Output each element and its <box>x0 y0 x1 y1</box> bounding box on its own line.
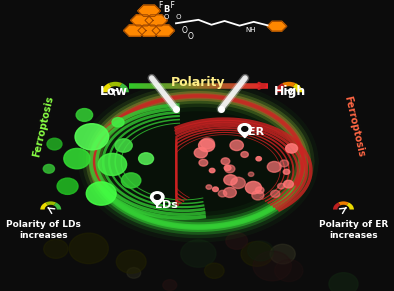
Circle shape <box>226 233 247 249</box>
Circle shape <box>267 162 281 172</box>
Wedge shape <box>333 203 340 210</box>
Circle shape <box>242 127 248 131</box>
Circle shape <box>115 139 132 152</box>
Polygon shape <box>240 133 250 138</box>
Circle shape <box>230 140 243 150</box>
Polygon shape <box>152 201 162 206</box>
Text: Polarity of LDs
increases: Polarity of LDs increases <box>6 220 81 239</box>
Text: B: B <box>164 5 170 14</box>
Circle shape <box>277 183 285 189</box>
Wedge shape <box>109 82 122 87</box>
Wedge shape <box>346 203 354 210</box>
Circle shape <box>231 177 245 189</box>
Circle shape <box>181 240 216 267</box>
Circle shape <box>43 164 54 173</box>
Wedge shape <box>45 201 56 205</box>
Text: Low: Low <box>100 85 128 98</box>
Text: Ferroptosis: Ferroptosis <box>32 95 55 158</box>
Circle shape <box>255 187 264 194</box>
Text: Polarity: Polarity <box>171 77 226 89</box>
Circle shape <box>44 239 68 258</box>
Circle shape <box>121 173 141 188</box>
Polygon shape <box>138 5 160 16</box>
Circle shape <box>199 139 215 152</box>
Circle shape <box>194 148 207 158</box>
Circle shape <box>139 153 154 164</box>
Polygon shape <box>152 25 175 36</box>
Circle shape <box>329 273 358 291</box>
Polygon shape <box>131 15 153 26</box>
Polygon shape <box>267 21 286 31</box>
Circle shape <box>224 175 237 185</box>
Circle shape <box>283 169 290 174</box>
Circle shape <box>116 250 146 273</box>
Wedge shape <box>54 203 61 210</box>
Text: LDs: LDs <box>155 200 178 210</box>
Text: ER: ER <box>248 127 264 136</box>
Circle shape <box>206 185 212 189</box>
Text: Ferroptosis: Ferroptosis <box>342 95 366 158</box>
Circle shape <box>47 138 62 150</box>
Circle shape <box>112 118 124 127</box>
Circle shape <box>204 263 224 278</box>
Text: High: High <box>274 85 306 98</box>
Circle shape <box>248 172 254 176</box>
Circle shape <box>247 241 273 261</box>
Circle shape <box>57 178 78 194</box>
Circle shape <box>223 187 236 198</box>
Circle shape <box>241 152 248 157</box>
Polygon shape <box>93 96 303 227</box>
Text: Polarity of ER
increases: Polarity of ER increases <box>319 220 388 239</box>
Polygon shape <box>145 15 167 26</box>
Circle shape <box>86 182 116 205</box>
Circle shape <box>69 233 108 264</box>
Circle shape <box>98 153 126 175</box>
Circle shape <box>76 109 93 121</box>
Polygon shape <box>138 25 160 36</box>
Circle shape <box>151 192 164 202</box>
Circle shape <box>280 160 289 167</box>
Circle shape <box>163 280 177 290</box>
Text: F   F: F F <box>159 1 175 10</box>
Wedge shape <box>338 201 349 205</box>
Circle shape <box>209 168 215 173</box>
Circle shape <box>284 180 294 188</box>
Wedge shape <box>282 82 296 87</box>
Circle shape <box>275 260 303 282</box>
Circle shape <box>212 187 218 191</box>
Wedge shape <box>40 203 48 210</box>
Circle shape <box>225 165 235 173</box>
Circle shape <box>270 244 295 264</box>
Wedge shape <box>119 83 129 92</box>
Circle shape <box>245 181 262 194</box>
Text: NH: NH <box>245 27 256 33</box>
Text: O   O: O O <box>164 14 182 20</box>
Circle shape <box>75 124 109 150</box>
Wedge shape <box>293 83 302 92</box>
Circle shape <box>64 148 90 169</box>
Circle shape <box>224 165 231 171</box>
Text: O: O <box>187 32 193 41</box>
Circle shape <box>238 124 251 134</box>
Circle shape <box>271 190 280 197</box>
Circle shape <box>218 190 227 197</box>
Polygon shape <box>124 25 146 36</box>
Circle shape <box>127 267 141 278</box>
Circle shape <box>252 191 264 200</box>
Circle shape <box>253 251 291 281</box>
Circle shape <box>241 242 273 266</box>
Circle shape <box>199 159 208 166</box>
Wedge shape <box>275 83 285 92</box>
Text: O: O <box>182 26 188 35</box>
Circle shape <box>154 195 160 199</box>
Circle shape <box>256 157 262 161</box>
Circle shape <box>286 144 297 153</box>
Wedge shape <box>102 83 112 92</box>
Circle shape <box>201 138 214 149</box>
Circle shape <box>221 158 230 165</box>
